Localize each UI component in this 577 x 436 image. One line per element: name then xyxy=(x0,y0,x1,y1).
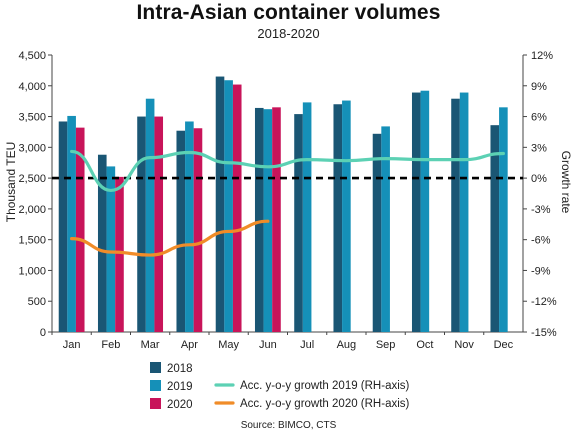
bar-2018 xyxy=(176,130,186,332)
bar-2019 xyxy=(302,102,312,332)
bar-2019 xyxy=(145,98,155,333)
x-tick-label: Oct xyxy=(416,339,433,351)
bar-2019 xyxy=(67,115,76,332)
x-tick-label: Mar xyxy=(141,339,160,351)
growth-line-2020 xyxy=(70,219,270,257)
bar-2018 xyxy=(411,92,421,332)
legend-label-2018: 2018 xyxy=(167,363,193,375)
chart-subtitle: 2018-2020 xyxy=(257,26,320,41)
bar-2018 xyxy=(254,107,264,332)
y-tick-label: 500 xyxy=(28,296,46,308)
y-tick-label: 0 xyxy=(40,327,46,339)
bar-2019 xyxy=(106,166,116,332)
bar-2020 xyxy=(272,107,281,332)
bar-2019 xyxy=(224,80,233,332)
bar-2018 xyxy=(372,133,382,332)
chart-title: Intra-Asian container volumes xyxy=(136,1,441,24)
y-tick-label: 4,500 xyxy=(18,50,46,62)
y2-tick-label: 9% xyxy=(531,81,547,93)
y2-tick-label: 3% xyxy=(531,142,547,154)
bar-2019 xyxy=(185,121,194,332)
x-tick-label: Jan xyxy=(63,339,81,351)
y2-tick-label: -3% xyxy=(531,204,551,216)
x-tick-label: Aug xyxy=(337,339,357,351)
x-tick-label: Jul xyxy=(300,339,314,351)
bar-2018 xyxy=(490,125,500,332)
legend-swatch-2018 xyxy=(150,362,161,373)
bar-2018 xyxy=(333,104,343,332)
y2-axis-title: Growth rate xyxy=(559,151,573,214)
bar-2020 xyxy=(75,127,85,332)
bar-2019 xyxy=(420,90,430,332)
y-tick-label: 2,000 xyxy=(18,204,46,216)
legend-label-2020: 2020 xyxy=(167,399,193,411)
y-tick-label: 4,000 xyxy=(18,81,46,93)
legend-line-label: Acc. y-o-y growth 2020 (RH-axis) xyxy=(240,398,410,410)
y-tick-label: 1,000 xyxy=(18,265,46,277)
y-tick-label: 1,500 xyxy=(18,235,46,247)
chart-source: Source: BIMCO, CTS xyxy=(240,420,337,431)
y-tick-label: 3,500 xyxy=(18,112,46,124)
x-tick-label: May xyxy=(218,339,239,351)
x-tick-label: Dec xyxy=(494,339,514,351)
legend-label-2019: 2019 xyxy=(167,381,193,393)
bar-2018 xyxy=(451,98,460,333)
y2-tick-label: -15% xyxy=(531,327,557,339)
y2-tick-label: -12% xyxy=(531,296,557,308)
legend-line-label: Acc. y-o-y growth 2019 (RH-axis) xyxy=(240,380,410,392)
bar-2020 xyxy=(154,116,164,332)
legend-swatch-2020 xyxy=(150,398,161,409)
plot-area: 0 500 1,000 1,500 2,000 2,500 3,000 3,500 4,000 4… xyxy=(18,50,556,351)
bar-2018 xyxy=(294,114,303,333)
y2-tick-label: 0% xyxy=(531,173,547,185)
bar-2018 xyxy=(97,154,107,332)
bar-2018 xyxy=(215,76,225,333)
bar-2018 xyxy=(58,121,68,332)
bar-2019 xyxy=(381,126,390,332)
x-tick-label: Nov xyxy=(454,339,474,351)
bar-2019 xyxy=(499,107,508,332)
y2-tick-label: -6% xyxy=(531,235,551,247)
y2-tick-label: 6% xyxy=(531,112,547,124)
bar-2019 xyxy=(459,92,469,332)
y2-tick-label: 12% xyxy=(531,50,553,62)
y2-tick-label: -9% xyxy=(531,265,551,277)
y-tick-label: 2,500 xyxy=(18,173,46,185)
bar-2020 xyxy=(232,84,242,333)
x-tick-label: Jun xyxy=(259,339,277,351)
growth-line-2019 xyxy=(70,149,505,193)
bar-2020 xyxy=(193,128,203,332)
y-tick-label: 3,000 xyxy=(18,142,46,154)
x-tick-label: Apr xyxy=(181,339,198,351)
bar-2020 xyxy=(115,176,124,332)
x-tick-label: Sep xyxy=(376,339,396,351)
x-tick-label: Feb xyxy=(101,339,120,351)
y-axis-title: Thousand TEU xyxy=(4,142,18,223)
legend-swatch-2019 xyxy=(150,380,161,391)
bar-2018 xyxy=(137,116,146,332)
legend: 2018 2019 2020 Acc. y-o-y growth 2019 (RH-a… xyxy=(150,362,410,411)
bar-2019 xyxy=(342,100,351,332)
